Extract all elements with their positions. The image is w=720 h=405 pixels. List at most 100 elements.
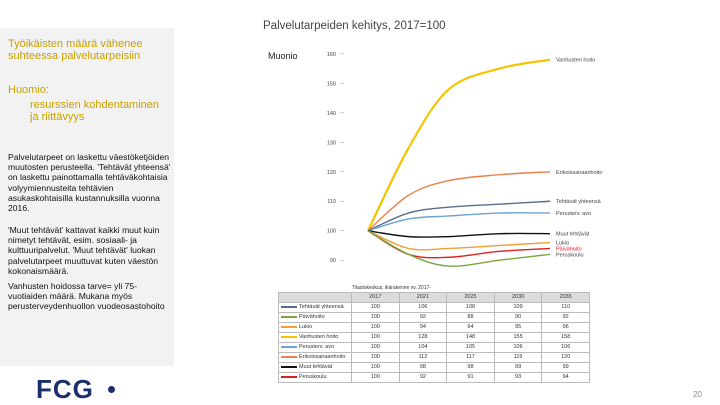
table-cell: 100: [351, 372, 400, 383]
end-label-lukio: Lukio: [556, 241, 569, 247]
table-cell: 98: [398, 362, 448, 373]
y-tick-label: 110: [327, 199, 336, 205]
logo-dot-icon: [108, 386, 115, 393]
table-cell: 92: [541, 312, 590, 323]
table-caption: Tilastokeskus, ikärakenne vv. 2017-: [352, 285, 431, 291]
table-row: Perusterv. avo 100 104 105 106 106: [278, 342, 590, 353]
end-label-tehtavat: Tehtävät yhteensä: [556, 199, 602, 205]
table-cell: 88: [446, 312, 495, 323]
data-table: 2017 2021 2025 2030 2035 Tehtävät yhteensä 10…: [278, 292, 590, 383]
legend-swatch: [281, 355, 297, 358]
legend-swatch: [281, 375, 297, 378]
legend-swatch: [281, 335, 297, 338]
table-year-header: 2025: [446, 292, 495, 303]
y-tick-label: 150: [327, 81, 336, 87]
table-cell: 158: [541, 332, 590, 343]
table-cell: 104: [398, 342, 448, 353]
table-cell: 106: [398, 302, 448, 313]
legend-swatch: [281, 305, 297, 308]
series-line-muut: [367, 230, 551, 238]
table-row: Erikoissairaanhoito 100 112 117 119 120: [278, 352, 590, 363]
legend-swatch: [281, 365, 297, 368]
legend-swatch: [281, 325, 297, 328]
series-line-tehtavat: [367, 200, 551, 232]
table-row: Lukio 100 94 94 95 96: [278, 322, 590, 333]
note-title: Huomio:: [8, 84, 49, 96]
table-cell: 100: [351, 352, 400, 363]
table-row-name: Vanhusten hoito: [278, 332, 352, 343]
series-line-lukio: [367, 230, 551, 251]
table-cell: 99: [541, 362, 590, 373]
table-cell: 96: [541, 322, 590, 333]
table-row-name: Tehtävät yhteensä: [278, 302, 352, 313]
table-cell: 94: [398, 322, 448, 333]
y-tick-label: 140: [327, 111, 336, 117]
end-label-perusterv: Perusterv. avo: [556, 211, 591, 217]
table-cell: 100: [351, 322, 400, 333]
table-cell: 100: [351, 302, 400, 313]
chart-title: Palvelutarpeiden kehitys, 2017=100: [263, 20, 446, 32]
table-row-name: Päivähoito: [278, 312, 352, 323]
region-label: Muonio: [268, 51, 298, 61]
table-cell: 110: [541, 302, 590, 313]
end-label-vanhusten: Vanhusten hoito: [556, 58, 595, 64]
y-tick-label: 120: [327, 170, 336, 176]
end-label-paivahoito: Peruskoulu: [556, 253, 584, 259]
table-cell: 94: [541, 372, 590, 383]
table-year-header: 2035: [541, 292, 590, 303]
table-cell: 117: [446, 352, 495, 363]
table-cell: 92: [398, 372, 448, 383]
table-row-name: Peruskoulu: [278, 372, 352, 383]
note-body: resurssien kohdentaminen ja riittävyys: [30, 99, 160, 123]
end-label-peruskoulu: Päivähoito: [556, 247, 582, 253]
legend-swatch: [281, 315, 297, 318]
paragraph-elderly-care: Vanhusten hoidossa tarve= yli 75-vuotiai…: [8, 281, 165, 312]
table-row: Vanhusten hoito 100 128 148 155 158: [278, 332, 590, 343]
fcg-logo: FCG: [36, 374, 94, 404]
table-header-row: 2017 2021 2025 2030 2035: [278, 292, 590, 303]
table-cell: 90: [493, 312, 543, 323]
table-cell: 94: [446, 322, 495, 333]
table-cell: 93: [493, 372, 543, 383]
table-cell: 99: [493, 362, 543, 373]
y-tick-label: 130: [327, 140, 336, 146]
legend-swatch: [281, 345, 297, 348]
paragraph-calculation: Palvelutarpeet on laskettu väestöketjöid…: [8, 152, 171, 214]
page-number: 20: [693, 390, 702, 399]
paragraph-other-tasks: 'Muut tehtävät' kattavat kaikki muut kui…: [8, 225, 160, 276]
table-header-blank: [278, 292, 352, 303]
table-year-header: 2030: [493, 292, 543, 303]
series-line-erikois: [367, 171, 551, 232]
table-year-header: 2021: [398, 292, 448, 303]
table-row-name: Muut tehtävät: [278, 362, 352, 373]
table-cell: 109: [493, 302, 543, 313]
table-cell: 98: [446, 362, 495, 373]
table-cell: 155: [493, 332, 543, 343]
headline: Työikäisten määrä vähenee suhteessa palv…: [8, 38, 143, 62]
table-cell: 112: [398, 352, 448, 363]
y-tick-label: 90: [330, 258, 336, 264]
left-text-panel: [0, 28, 174, 366]
table-cell: 148: [446, 332, 495, 343]
table-cell: 100: [351, 342, 400, 353]
table-row: Peruskoulu 100 92 91 93 94: [278, 372, 590, 383]
table-row-name: Lukio: [278, 322, 352, 333]
table-row-name: Erikoissairaanhoito: [278, 352, 352, 363]
table-cell: 92: [398, 312, 448, 323]
end-label-muut: Muut tehtävät: [556, 232, 590, 238]
series-line-perusterv: [367, 212, 551, 232]
end-label-erikois: Erikoissairaanhoito: [556, 170, 602, 176]
table-cell: 95: [493, 322, 543, 333]
table-cell: 100: [351, 362, 400, 373]
table-row: Päivähoito 100 92 88 90 92: [278, 312, 590, 323]
table-cell: 100: [351, 312, 400, 323]
table-cell: 108: [446, 302, 495, 313]
table-cell: 100: [351, 332, 400, 343]
table-year-header: 2017: [351, 292, 400, 303]
table-cell: 120: [541, 352, 590, 363]
table-row-name: Perusterv. avo: [278, 342, 352, 353]
series-line-paivahoito: [367, 230, 551, 267]
table-row: Tehtävät yhteensä 100 106 108 109 110: [278, 302, 590, 313]
y-tick-label: 100: [327, 229, 336, 235]
table-cell: 119: [493, 352, 543, 363]
